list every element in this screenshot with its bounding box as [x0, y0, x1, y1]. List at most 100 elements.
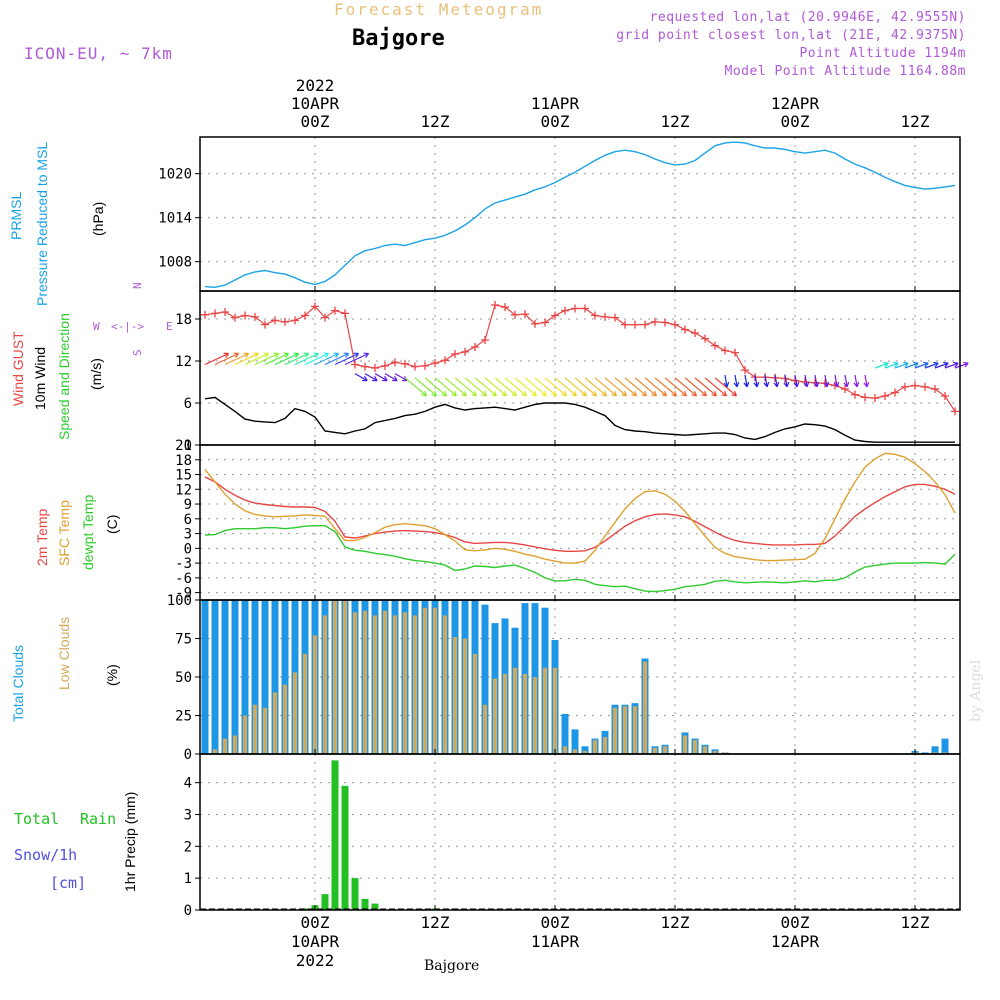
wind-arrow: [674, 377, 697, 397]
low-cloud-bar: [413, 615, 417, 754]
low-cloud-bar: [283, 684, 287, 754]
wind-arrow: [384, 373, 398, 382]
wind-arrow-head: [953, 361, 959, 368]
low-cloud-bar: [933, 752, 937, 754]
y-tick-label: 18: [175, 453, 192, 469]
low-cloud-bar: [433, 607, 437, 754]
gust-marker: [231, 313, 239, 322]
gust-marker: [941, 392, 949, 400]
wind-arrow: [544, 377, 567, 397]
date-label-bottom: 11APR: [531, 932, 580, 951]
low-cloud-bar: [223, 738, 227, 754]
gust-marker: [261, 320, 269, 329]
gust-marker: [331, 306, 339, 315]
total-rain-label-b: Rain: [80, 810, 117, 828]
total-cloud-bar: [921, 752, 929, 754]
gust-marker: [501, 303, 509, 312]
y-tick-label: 12: [175, 354, 192, 370]
wind-arrow-head: [631, 390, 638, 397]
y-tick-label: 2: [184, 839, 192, 855]
y-tick-label: 0: [184, 541, 192, 557]
low-cloud-bar: [513, 667, 517, 754]
wind-arrow: [344, 352, 369, 366]
low-cloud-bar: [503, 673, 507, 754]
gust-line: [204, 304, 956, 412]
gust-marker: [661, 318, 669, 327]
y-tick-label: 6: [184, 396, 192, 412]
time-label-bottom: 00Z: [781, 913, 810, 932]
low-cloud-bar: [363, 610, 367, 754]
wind-arrow: [564, 377, 587, 397]
requested-coordinates: requested lon,lat (20.9946E, 42.9555N): [649, 10, 966, 25]
gust-marker: [931, 385, 939, 393]
total-cloud-bar: [221, 600, 229, 754]
wind-arrow: [644, 377, 667, 397]
gust-marker: [551, 311, 559, 320]
wind-arrow: [534, 377, 557, 397]
gust-marker: [521, 310, 529, 319]
low-cloud-bar: [693, 740, 697, 754]
gust-marker: [361, 362, 369, 371]
low-cloud-bar: [553, 667, 557, 754]
wind-arrow-head: [353, 352, 360, 358]
wind-arrow: [934, 362, 949, 369]
total-rain-label-a: Total: [14, 810, 60, 828]
rain-bar: [331, 760, 339, 910]
wind-arrow-head: [883, 361, 889, 368]
gust-marker: [311, 302, 319, 311]
low-cloud-bar: [353, 612, 357, 754]
gust-marker: [571, 304, 579, 313]
low-cloud-bar: [323, 615, 327, 754]
wind-arrow-head: [691, 390, 698, 397]
wind-arrow: [604, 377, 627, 397]
wind-arrow-head: [382, 376, 388, 382]
rain-bar: [341, 785, 349, 910]
wind-arrow-head: [283, 352, 290, 358]
wind-arrow-head: [343, 352, 350, 358]
total-cloud-bar: [211, 600, 219, 754]
wind-arrow: [474, 377, 497, 397]
low-cloud-bar: [303, 653, 307, 754]
wind-arrow-head: [853, 381, 860, 388]
gust-marker: [391, 358, 399, 367]
time-label-bottom: 00Z: [541, 913, 570, 932]
gust-marker: [681, 325, 689, 334]
wind-arrow: [694, 377, 717, 397]
wind-arrow-head: [461, 390, 468, 397]
wind-arrow: [304, 352, 329, 366]
y-tick-label: 0: [184, 903, 192, 919]
wind-arrow: [374, 373, 388, 382]
gust-marker: [491, 301, 499, 309]
wind-arrow: [824, 374, 828, 387]
gust-marker: [901, 382, 909, 391]
low-cloud-bar: [683, 735, 687, 754]
wind-arrow: [414, 377, 437, 397]
wind-arrow: [924, 362, 939, 369]
sfc-temp-line: [204, 452, 956, 564]
gust-marker: [641, 320, 649, 329]
compass-east: E: [166, 320, 173, 333]
wind-arrow: [704, 377, 727, 397]
wind-arrow: [394, 373, 408, 382]
time-label-top: 12Z: [661, 112, 690, 131]
date-label-top: 10APR: [291, 94, 340, 113]
wind-arrow: [314, 352, 339, 366]
gust-marker: [811, 378, 819, 387]
time-label-top: 00Z: [301, 112, 330, 131]
gust-marker: [401, 359, 409, 368]
wind-arrow-head: [501, 390, 508, 397]
wind-arrow: [784, 374, 788, 387]
wind-arrow-head: [561, 390, 568, 397]
wind-arrow-head: [581, 390, 588, 397]
compass-west: W: [93, 320, 100, 333]
wind-arrow-head: [431, 390, 438, 397]
total-cloud-bar: [231, 600, 239, 754]
y-tick-label: -9: [175, 586, 192, 602]
y-tick-label: 0: [184, 747, 192, 763]
wind-arrow: [454, 377, 477, 397]
total-cloud-bar: [201, 600, 209, 754]
wind-arrow: [324, 352, 349, 366]
gust-marker: [291, 316, 299, 325]
pressure-line: [204, 141, 956, 289]
gust-marker: [581, 304, 589, 313]
